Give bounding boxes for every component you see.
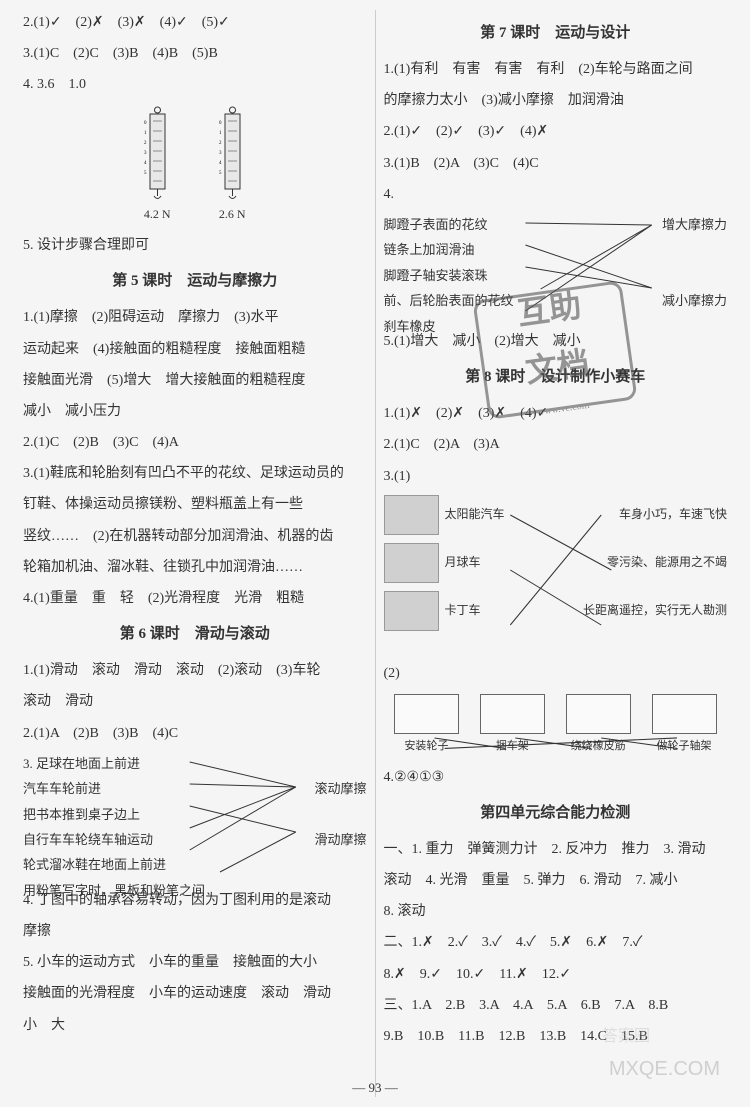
diagram-item: 脚蹬子轴安装滚珠 xyxy=(384,264,728,287)
diagram-target: 增大摩擦力 xyxy=(637,213,727,236)
answer-line: 减小 减小压力 xyxy=(23,399,367,424)
answer-line: 接触面光滑 (5)增大 增大接触面的粗糙程度 xyxy=(23,368,367,393)
answer-line: 3.(1) xyxy=(384,464,728,489)
car-label: 卡丁车 xyxy=(445,600,505,622)
svg-text:4: 4 xyxy=(144,161,147,166)
answer-line: 9.B 10.B 11.B 12.B 13.B 14.C 15.B xyxy=(384,1024,728,1049)
answer-line: 竖纹…… (2)在机器转动部分加润滑油、机器的齿 xyxy=(23,524,367,549)
answer-line: 3.(1)B (2)A (3)C (4)C xyxy=(384,151,728,176)
svg-text:1: 1 xyxy=(219,131,222,136)
diagram-item: 把书本推到桌子边上 xyxy=(23,803,367,826)
spring-scale-diagram: 0 1 2 3 4 5 4.2 N 0 1 2 3 4 5 2.6 N xyxy=(23,106,367,226)
svg-text:5: 5 xyxy=(219,171,222,176)
right-column: 第 7 课时 运动与设计 1.(1)有利 有害 有害 有利 (2)车轮与路面之间… xyxy=(376,10,736,1097)
answer-line: 5. 设计步骤合理即可 xyxy=(23,233,367,258)
svg-text:0: 0 xyxy=(144,121,147,126)
answer-line: 滚动 4. 光滑 重量 5. 弹力 6. 滑动 7. 减小 xyxy=(384,868,728,893)
answer-line: 1.(1)滑动 滚动 滑动 滚动 (2)滚动 (3)车轮 xyxy=(23,658,367,683)
answer-line: 2.(1)C (2)A (3)A xyxy=(384,432,728,457)
scale-label: 2.6 N xyxy=(219,204,246,226)
svg-text:2: 2 xyxy=(144,141,147,146)
car-matching-diagram: 太阳能汽车 车身小巧，车速飞快 月球车 零污染、能源用之不竭 卡丁车 长距离遥控，实行… xyxy=(384,495,728,655)
answer-line: 1.(1)有利 有害 有害 有利 (2)车轮与路面之间 xyxy=(384,57,728,82)
answer-line: 的摩擦力太小 (3)减小摩擦 加润滑油 xyxy=(384,88,728,113)
diagram-item: 用粉笔写字时，黑板和粉笔之间 xyxy=(23,879,367,902)
answer-line: 1.(1)摩擦 (2)阻碍运动 摩擦力 (3)水平 xyxy=(23,305,367,330)
answer-line: 接触面的光滑程度 小车的运动速度 滚动 滑动 xyxy=(23,981,367,1006)
car-label: 太阳能汽车 xyxy=(445,504,505,526)
diagram-item: 链条上加润滑油 xyxy=(384,238,728,261)
answer-line: 1.(1)✗ (2)✗ (3)✗ (4)✓ xyxy=(384,401,728,426)
svg-text:4: 4 xyxy=(219,161,222,166)
diagram-item: 轮式溜冰鞋在地面上前进 xyxy=(23,853,367,876)
scale-1: 0 1 2 3 4 5 4.2 N xyxy=(140,106,175,226)
answer-line: 4.(1)重量 重 轻 (2)光滑程度 光滑 粗糙 xyxy=(23,586,367,611)
watermark-sub: 答案圈 xyxy=(602,1023,650,1052)
car-image xyxy=(384,591,439,631)
answer-line: 小 大 xyxy=(23,1013,367,1038)
answer-line: 2.(1)✓ (2)✗ (3)✗ (4)✓ (5)✓ xyxy=(23,10,367,35)
answer-line: 摩擦 xyxy=(23,919,367,944)
diagram-item: 汽车车轮前进 xyxy=(23,777,277,800)
answer-line: 轮箱加机油、溜冰鞋、往锁孔中加润滑油…… xyxy=(23,555,367,580)
car-label: 月球车 xyxy=(445,552,505,574)
svg-text:2: 2 xyxy=(219,141,222,146)
unit-test-title: 第四单元综合能力检测 xyxy=(384,800,728,827)
answer-line: 一、1. 重力 弹簧测力计 2. 反冲力 推力 3. 滑动 xyxy=(384,837,728,862)
diagram-target: 滚动摩擦 xyxy=(277,777,367,800)
answer-line: 4. 3.6 1.0 xyxy=(23,72,367,97)
svg-text:3: 3 xyxy=(144,151,147,156)
diagram-item: 刹车橡皮 xyxy=(384,315,728,338)
left-column: 2.(1)✓ (2)✗ (3)✗ (4)✓ (5)✓ 3.(1)C (2)C (… xyxy=(15,10,376,1097)
diagram-item: 前、后轮胎表面的花纹 xyxy=(384,289,638,312)
lesson-6-title: 第 6 课时 滑动与滚动 xyxy=(23,621,367,648)
lesson-8-title: 第 8 课时 设计制作小赛车 xyxy=(384,364,728,391)
answer-line: 2.(1)A (2)B (3)B (4)C xyxy=(23,721,367,746)
diagram-target: 滑动摩擦 xyxy=(277,828,367,851)
answer-line: 钉鞋、体操运动员擦镁粉、塑料瓶盖上有一些 xyxy=(23,492,367,517)
answer-line: 5. 小车的运动方式 小车的重量 接触面的大小 xyxy=(23,950,367,975)
answer-line: 2.(1)✓ (2)✓ (3)✓ (4)✗ xyxy=(384,119,728,144)
matching-diagram-6: 3. 足球在地面上前进 汽车车轮前进滚动摩擦 把书本推到桌子边上 自行车车轮绕车… xyxy=(23,752,367,882)
car-feature: 零污染、能源用之不竭 xyxy=(607,552,727,574)
car-feature: 长距离遥控，实行无人勘测 xyxy=(583,600,727,622)
lesson-7-title: 第 7 课时 运动与设计 xyxy=(384,20,728,47)
answer-line: (2) xyxy=(384,661,728,686)
answer-line: 4. xyxy=(384,182,728,207)
lesson-5-title: 第 5 课时 运动与摩擦力 xyxy=(23,268,367,295)
car-image xyxy=(384,543,439,583)
scale-2: 0 1 2 3 4 5 2.6 N xyxy=(215,106,250,226)
svg-text:5: 5 xyxy=(144,171,147,176)
answer-line: 4.②④①③ xyxy=(384,765,728,790)
answer-line: 运动起来 (4)接触面的粗糙程度 接触面粗糙 xyxy=(23,337,367,362)
answer-line: 滚动 滑动 xyxy=(23,689,367,714)
page-number: — 93 — xyxy=(352,1076,398,1099)
answer-line: 8. 滚动 xyxy=(384,899,728,924)
answer-line: 三、1.A 2.B 3.A 4.A 5.A 6.B 7.A 8.B xyxy=(384,993,728,1018)
frame-sequence: 安装轮子 捆车架 绕绕橡皮筋 做轮子轴架 xyxy=(384,694,728,757)
car-image xyxy=(384,495,439,535)
svg-text:1: 1 xyxy=(144,131,147,136)
diagram-item: 自行车车轮绕车轴运动 xyxy=(23,828,277,851)
diagram-item: 足球在地面上前进 xyxy=(36,756,140,771)
scale-label: 4.2 N xyxy=(144,204,171,226)
answer-line: 2.(1)C (2)B (3)C (4)A xyxy=(23,430,367,455)
svg-text:3: 3 xyxy=(219,151,222,156)
answer-line: 3.(1)鞋底和轮胎刻有凹凸不平的花纹、足球运动员的 xyxy=(23,461,367,486)
watermark-main: MXQE.COM xyxy=(609,1051,720,1087)
svg-text:0: 0 xyxy=(219,121,222,126)
diagram-item: 脚蹬子表面的花纹 xyxy=(384,213,638,236)
car-feature: 车身小巧，车速飞快 xyxy=(619,504,727,526)
answer-line: 8.✗ 9.✓ 10.✓ 11.✗ 12.✓ xyxy=(384,962,728,987)
matching-diagram-7: 脚蹬子表面的花纹增大摩擦力 链条上加润滑油 脚蹬子轴安装滚珠 前、后轮胎表面的花… xyxy=(384,213,728,323)
diagram-target: 减小摩擦力 xyxy=(637,289,727,312)
answer-line: 二、1.✗ 2.✓ 3.✓ 4.✓ 5.✗ 6.✗ 7.✓ xyxy=(384,930,728,955)
answer-line: 3.(1)C (2)C (3)B (4)B (5)B xyxy=(23,41,367,66)
